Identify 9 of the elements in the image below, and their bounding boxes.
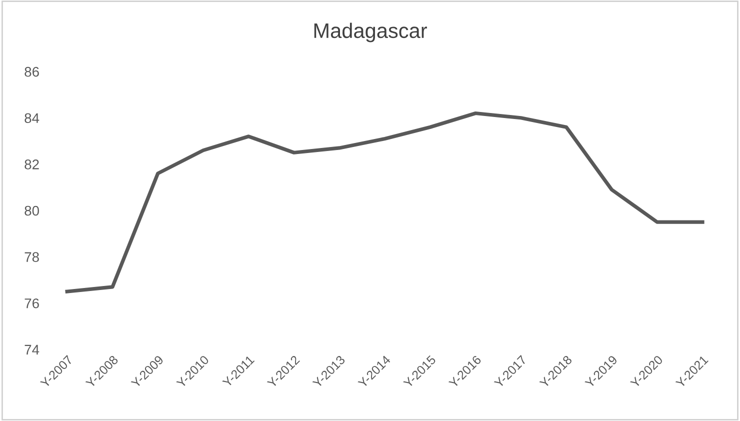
chart-title: Madagascar [314,22,427,42]
y-tick-label: 84 [24,113,40,124]
y-tick-label: 78 [24,252,39,262]
y-tick-label: 82 [24,160,39,170]
y-tick-label: 76 [24,298,39,308]
y-tick-label: 80 [24,206,39,216]
y-tick-label: 86 [24,66,39,77]
y-tick-label: 74 [24,344,40,354]
line-series [65,111,704,294]
